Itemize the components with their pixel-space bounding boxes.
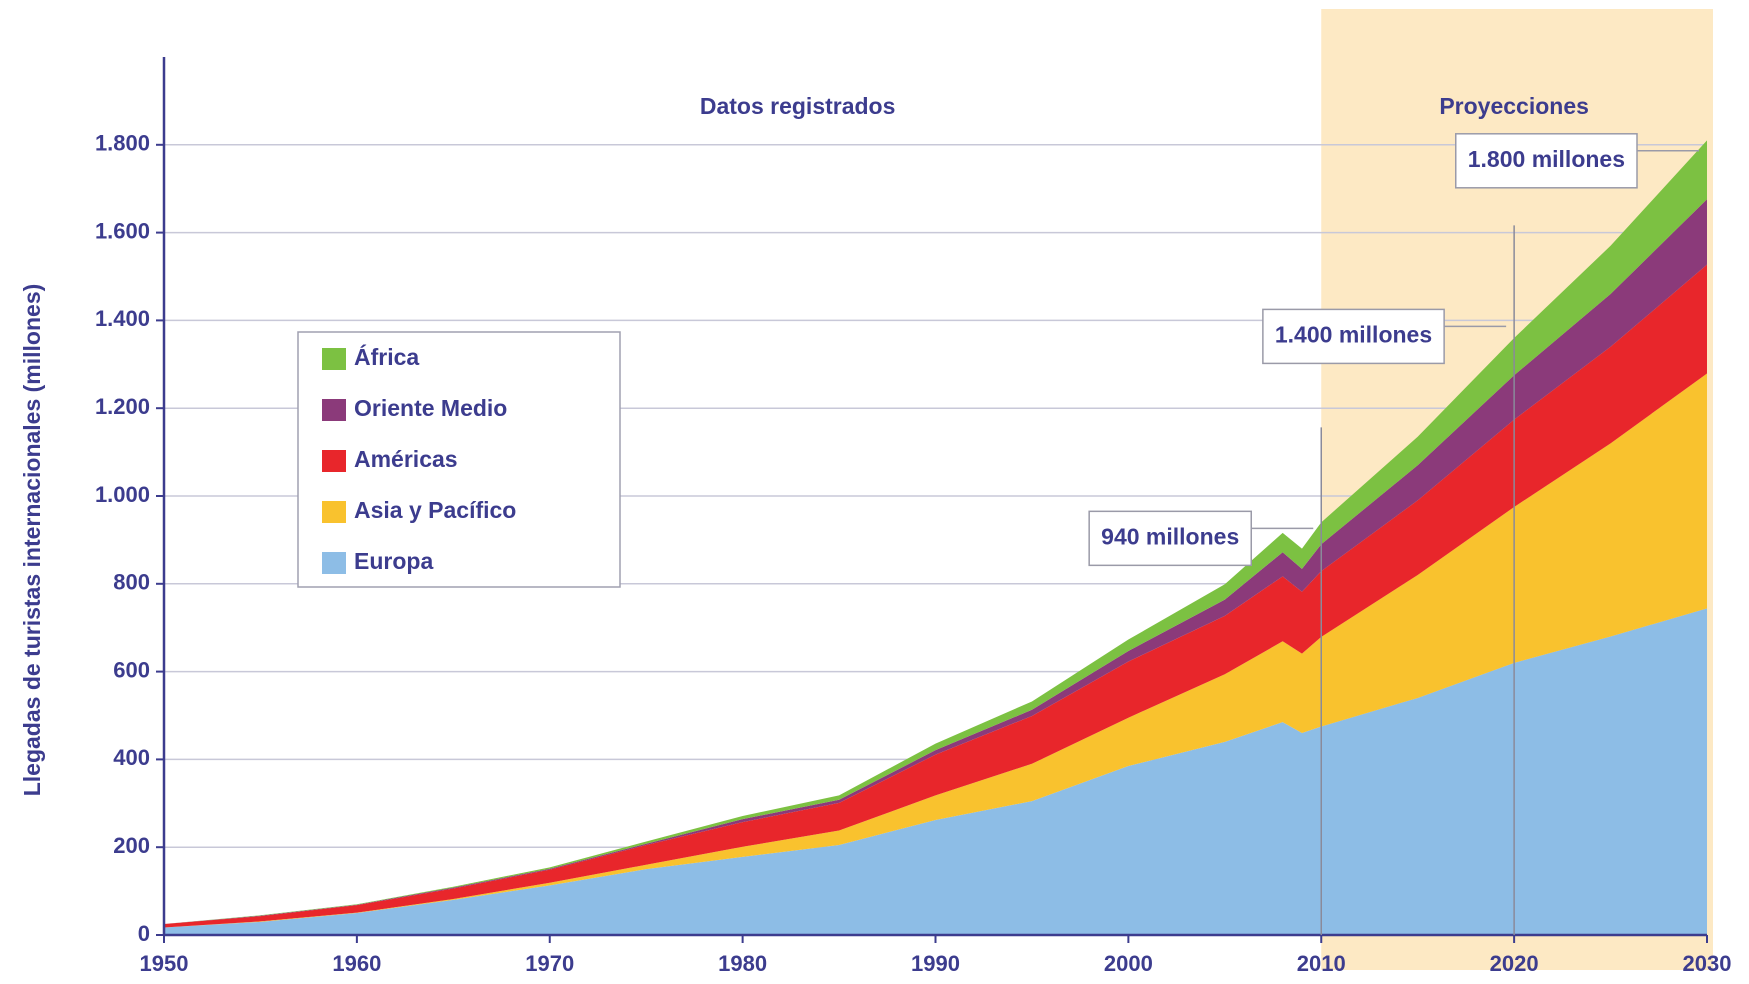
annotation-box <box>1088 510 1252 567</box>
area <box>164 264 1707 928</box>
y-tick-label: 1.200 <box>95 394 150 419</box>
annotation-label: 1.800 millones <box>1468 146 1625 172</box>
legend-box <box>297 331 621 588</box>
x-tick-label: 2020 <box>1490 951 1539 976</box>
legend-swatch <box>322 450 346 472</box>
legend-swatch <box>322 348 346 370</box>
legend-swatch <box>322 501 346 523</box>
x-tick-label: 1980 <box>718 951 767 976</box>
x-tick-label: 2010 <box>1297 951 1346 976</box>
annotation-box <box>1455 133 1638 189</box>
y-tick-label: 200 <box>113 833 150 858</box>
annotation-label: 940 millones <box>1101 523 1239 549</box>
region-label: Datos registrados <box>700 93 896 119</box>
region-label: Proyecciones <box>1439 93 1589 119</box>
y-tick-label: 600 <box>113 657 150 682</box>
y-tick-label: 1.400 <box>95 306 150 331</box>
legend-swatch <box>322 552 346 574</box>
x-tick-label: 1960 <box>332 951 381 976</box>
y-tick-label: 1.600 <box>95 218 150 243</box>
legend-label: Américas <box>354 446 458 472</box>
legend-label: Asia y Pacífico <box>354 497 516 523</box>
y-tick-label: 400 <box>113 745 150 770</box>
y-tick-label: 1.800 <box>95 131 150 156</box>
annotation-label: 1.400 millones <box>1275 321 1432 347</box>
y-tick-label: 0 <box>138 921 150 946</box>
legend-label: Europa <box>354 548 433 574</box>
x-tick-label: 2000 <box>1104 951 1153 976</box>
y-tick-label: 800 <box>113 570 150 595</box>
x-tick-label: 1990 <box>911 951 960 976</box>
legend-swatch <box>322 399 346 421</box>
y-tick-label: 1.000 <box>95 482 150 507</box>
x-tick-label: 1970 <box>525 951 574 976</box>
x-tick-label: 2030 <box>1683 951 1732 976</box>
annotation-box <box>1262 308 1445 365</box>
legend-label: África <box>354 343 419 370</box>
area <box>164 373 1707 928</box>
legend-label: Oriente Medio <box>354 395 507 421</box>
y-axis-label: Llegadas de turistas internacionales (mi… <box>19 284 45 797</box>
x-tick-label: 1950 <box>140 951 189 976</box>
